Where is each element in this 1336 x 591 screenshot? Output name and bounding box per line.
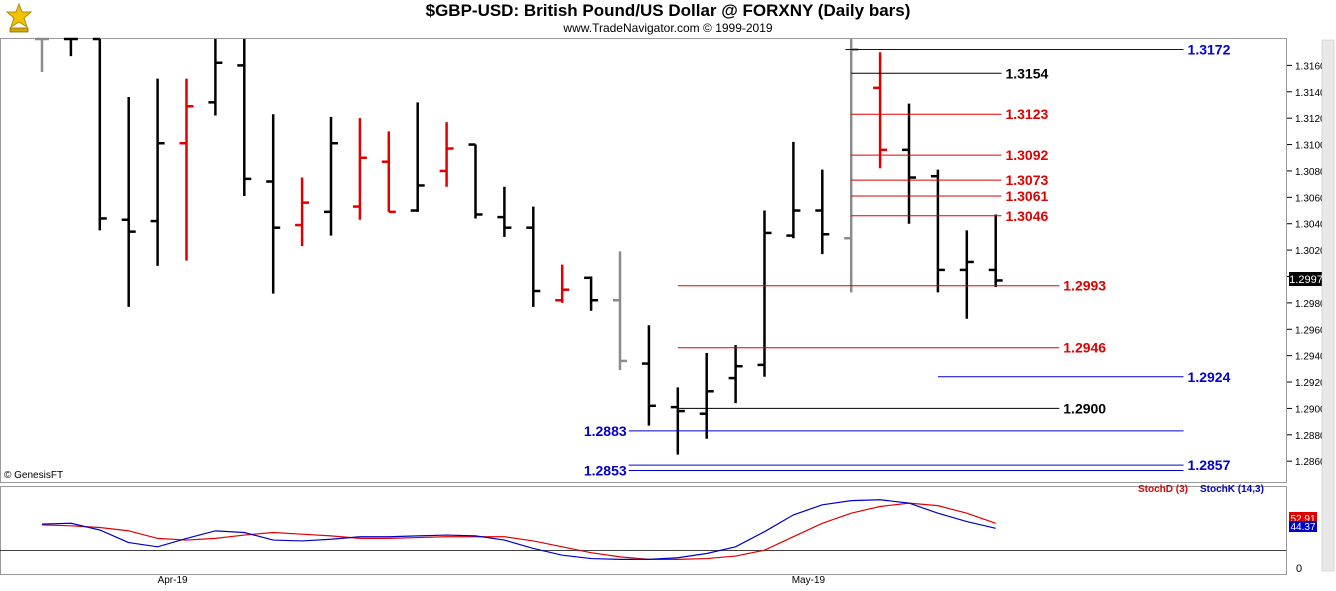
ohlc-bar xyxy=(641,325,656,426)
price-axis-tick-label: 1.3020 xyxy=(1295,246,1326,257)
ohlc-bar xyxy=(930,169,945,293)
price-level-label: 1.2883 xyxy=(584,423,627,439)
legend-stoch-d: StochD (3) xyxy=(1138,484,1188,495)
ohlc-bar xyxy=(179,78,194,261)
ohlc-bar xyxy=(150,78,165,266)
ohlc-bar xyxy=(873,52,888,169)
stoch-d-value: 52.91 xyxy=(1290,514,1315,525)
ohlc-bar xyxy=(439,122,454,187)
price-level-label: 1.3061 xyxy=(1005,188,1048,204)
ohlc-bar xyxy=(584,276,599,311)
price-level-label: 1.2857 xyxy=(1188,457,1231,473)
stoch-k-value-box xyxy=(1289,521,1317,532)
price-axis-tick-label: 1.2940 xyxy=(1295,352,1326,363)
price-axis-tick-label: 1.2960 xyxy=(1295,325,1326,336)
last-price-box xyxy=(1289,272,1323,286)
stochastic-lines xyxy=(41,499,996,561)
ohlc-bar xyxy=(266,114,281,294)
ohlc-bar xyxy=(295,177,310,247)
ohlc-bar xyxy=(670,387,685,455)
ohlc-bar xyxy=(988,214,1003,288)
price-level-label: 1.3046 xyxy=(1005,208,1048,224)
ohlc-bar xyxy=(786,141,801,239)
ohlc-bar xyxy=(352,118,367,220)
price-axis-tick-label: 1.3140 xyxy=(1295,88,1326,99)
stoch-k-value: 44.37 xyxy=(1290,522,1315,533)
vertical-scrollbar[interactable] xyxy=(1321,39,1335,572)
ohlc-bar xyxy=(613,251,627,371)
chart-header: $GBP-USD: British Pound/US Dollar @ FORX… xyxy=(0,0,1336,38)
ohlc-bar xyxy=(526,206,541,307)
ohlc-bars xyxy=(35,37,1003,455)
ohlc-bar xyxy=(121,97,136,307)
ohlc-bar xyxy=(959,230,974,319)
stoch-k-line xyxy=(41,499,996,561)
price-level-label: 1.3123 xyxy=(1005,106,1048,122)
price-axis-tick-label: 1.3080 xyxy=(1295,167,1326,178)
price-level-label: 1.2924 xyxy=(1188,369,1231,385)
price-axis-tick-label: 1.2880 xyxy=(1295,431,1326,442)
price-level-label: 1.2993 xyxy=(1063,278,1106,294)
ohlc-bar xyxy=(92,37,107,231)
ohlc-bar xyxy=(815,169,830,255)
ohlc-bar xyxy=(324,116,338,236)
price-axis-tick-label: 1.2900 xyxy=(1295,404,1326,415)
price-axis-tick-label: 1.3160 xyxy=(1295,61,1326,72)
price-axis-tick-label: 1.3040 xyxy=(1295,220,1326,231)
price-axis-tick-label: 1.2860 xyxy=(1295,457,1326,468)
price-level-label: 1.3073 xyxy=(1005,172,1048,188)
price-level-label: 1.3154 xyxy=(1005,65,1048,81)
stoch-axis-zero: 0 xyxy=(1296,563,1302,575)
ohlc-bar xyxy=(757,210,772,377)
price-axis-tick-label: 1.2980 xyxy=(1295,299,1326,310)
ohlc-bar xyxy=(555,264,570,303)
price-axis-tick-label: 1.3060 xyxy=(1295,193,1326,204)
price-level-label: 1.3172 xyxy=(1188,42,1231,58)
price-axis-tick-label: 1.2920 xyxy=(1295,378,1326,389)
x-tick-label-may: May-19 xyxy=(792,575,826,586)
last-price-label: 1.2997 xyxy=(1289,274,1323,286)
price-axis-tick-label: 1.3120 xyxy=(1295,114,1326,125)
price-level-label: 1.2900 xyxy=(1063,400,1106,416)
price-level-label: 1.2853 xyxy=(584,462,627,478)
ohlc-bar xyxy=(728,345,743,404)
ohlc-bar xyxy=(699,353,714,439)
price-level-label: 1.2946 xyxy=(1063,340,1106,356)
chart-subtitle: www.TradeNavigator.com © 1999-2019 xyxy=(563,21,773,35)
x-tick-label-apr: Apr-19 xyxy=(158,575,188,586)
oscillator-panel-frame xyxy=(0,486,1287,575)
ohlc-bar xyxy=(381,131,396,214)
ohlc-bar xyxy=(410,102,425,212)
legend-stoch-k: StochK (14,3) xyxy=(1200,484,1264,495)
ohlc-bar xyxy=(902,103,916,224)
stoch-d-line xyxy=(41,502,996,561)
trade-navigator-logo-icon xyxy=(4,2,34,34)
copyright-label: © GenesisFT xyxy=(4,470,63,481)
price-axis-tick-label: 1.3100 xyxy=(1295,141,1326,152)
ohlc-bar xyxy=(63,37,78,57)
ohlc-bar xyxy=(844,39,859,293)
chart-title: $GBP-USD: British Pound/US Dollar @ FORX… xyxy=(425,1,911,20)
ohlc-bar xyxy=(497,186,512,237)
ohlc-bar xyxy=(468,143,483,219)
price-level-label: 1.3092 xyxy=(1005,147,1048,163)
price-panel-frame xyxy=(0,38,1287,483)
ohlc-bar xyxy=(208,39,223,116)
ohlc-bar xyxy=(237,39,252,197)
ohlc-bar xyxy=(35,37,49,72)
